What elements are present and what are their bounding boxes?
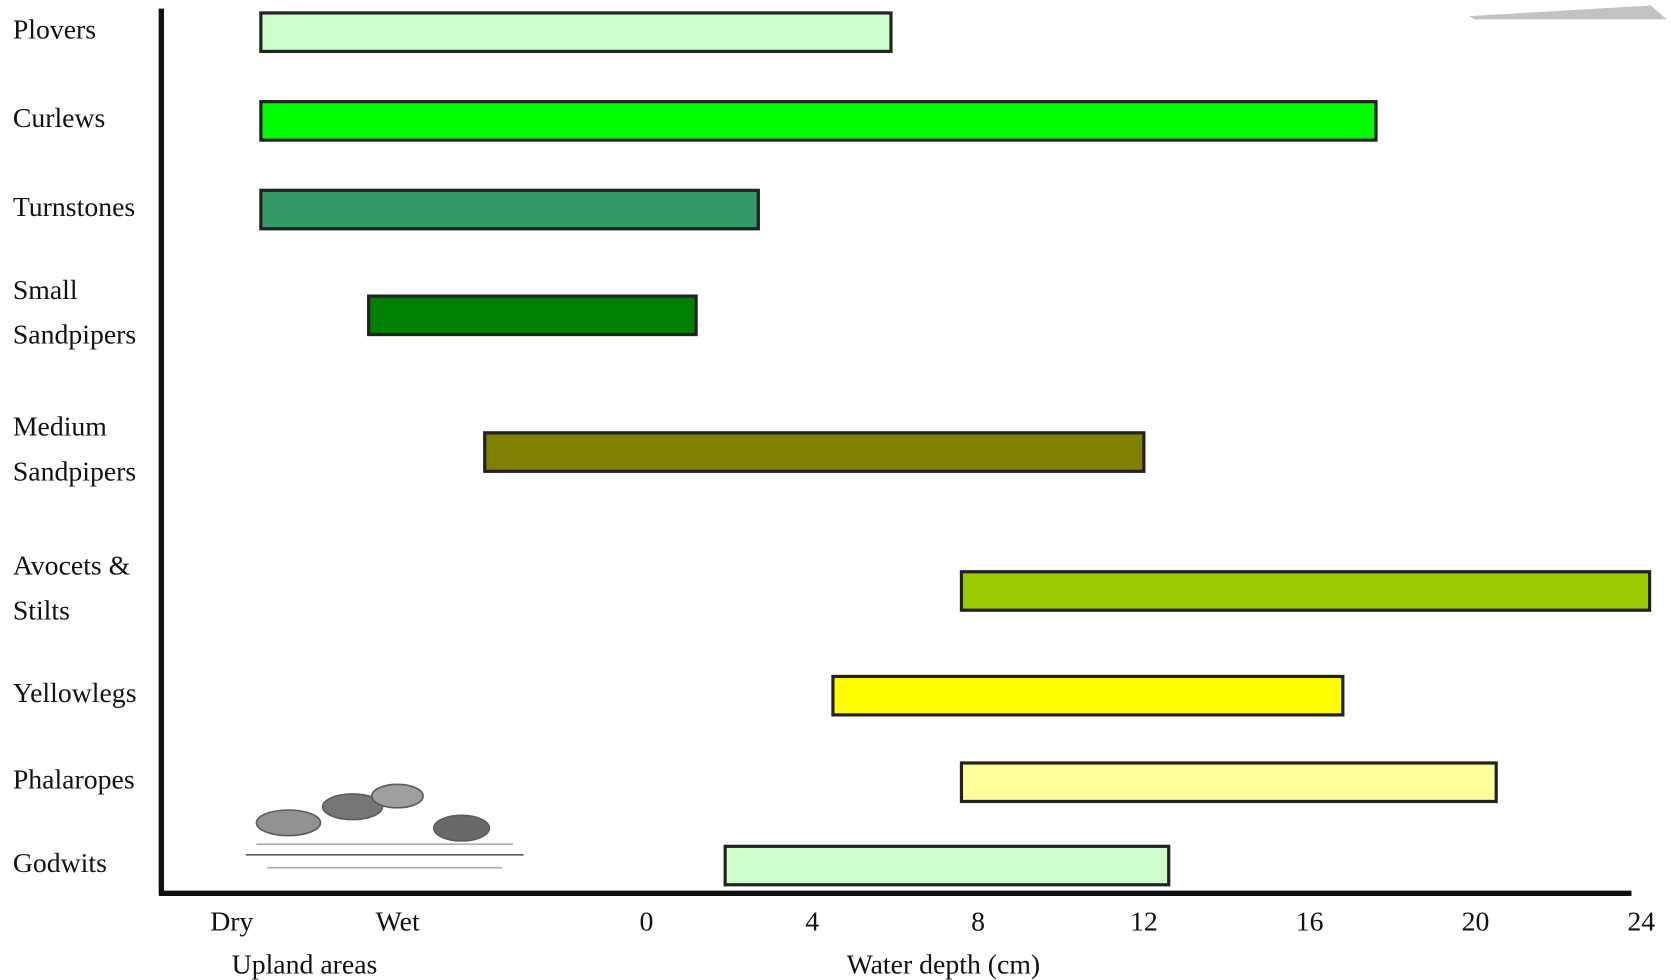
bird-sketch — [246, 784, 524, 867]
range-bar — [725, 846, 1169, 884]
x-axis-label: Water depth (cm) — [847, 949, 1041, 980]
x-tick-label: 16 — [1296, 907, 1324, 938]
range-bar — [833, 676, 1343, 714]
category-label: Phalaropes — [13, 765, 135, 796]
chart: Upland areas Water depth (cm) Dry Wet 0 4 8 1… — [0, 0, 1671, 980]
category-label-line: Stilts — [13, 596, 70, 627]
x-tick-label: 4 — [805, 907, 819, 938]
category-label-line: Small — [13, 275, 78, 306]
x-tick-label: 12 — [1130, 907, 1158, 938]
category-label-line: Avocets & — [13, 551, 131, 582]
category-label: Avocets & Stilts — [13, 551, 131, 627]
category-label: Turnstones — [13, 192, 135, 223]
range-bar — [485, 433, 1144, 471]
category-label: Curlews — [13, 103, 106, 134]
range-bar — [261, 190, 758, 228]
x-tick-label: 0 — [639, 907, 653, 938]
category-label: Yellowlegs — [13, 678, 137, 709]
category-label-line: Sandpipers — [13, 457, 136, 488]
x-tick-label: Dry — [210, 907, 253, 938]
range-bar — [261, 13, 891, 51]
category-label: Small Sandpipers — [13, 275, 136, 351]
x-tick-label: 24 — [1627, 907, 1655, 938]
range-bar — [961, 572, 1649, 610]
category-label-line: Sandpipers — [13, 320, 136, 351]
category-label: Medium Sandpipers — [13, 412, 136, 488]
category-label-line: Medium — [13, 412, 107, 443]
x-axis-secondary-label: Upland areas — [232, 949, 378, 980]
range-bar — [261, 102, 1376, 140]
range-bar — [961, 763, 1496, 801]
corner-sketch — [1469, 5, 1667, 19]
x-tick-label: 8 — [971, 907, 985, 938]
x-tick-label: 20 — [1462, 907, 1490, 938]
category-label: Plovers — [13, 15, 96, 46]
category-label: Godwits — [13, 848, 107, 879]
range-bar — [369, 296, 696, 334]
x-tick-label: Wet — [376, 907, 420, 938]
page: Upland areas Water depth (cm) Dry Wet 0 4 8 1… — [0, 0, 1671, 980]
